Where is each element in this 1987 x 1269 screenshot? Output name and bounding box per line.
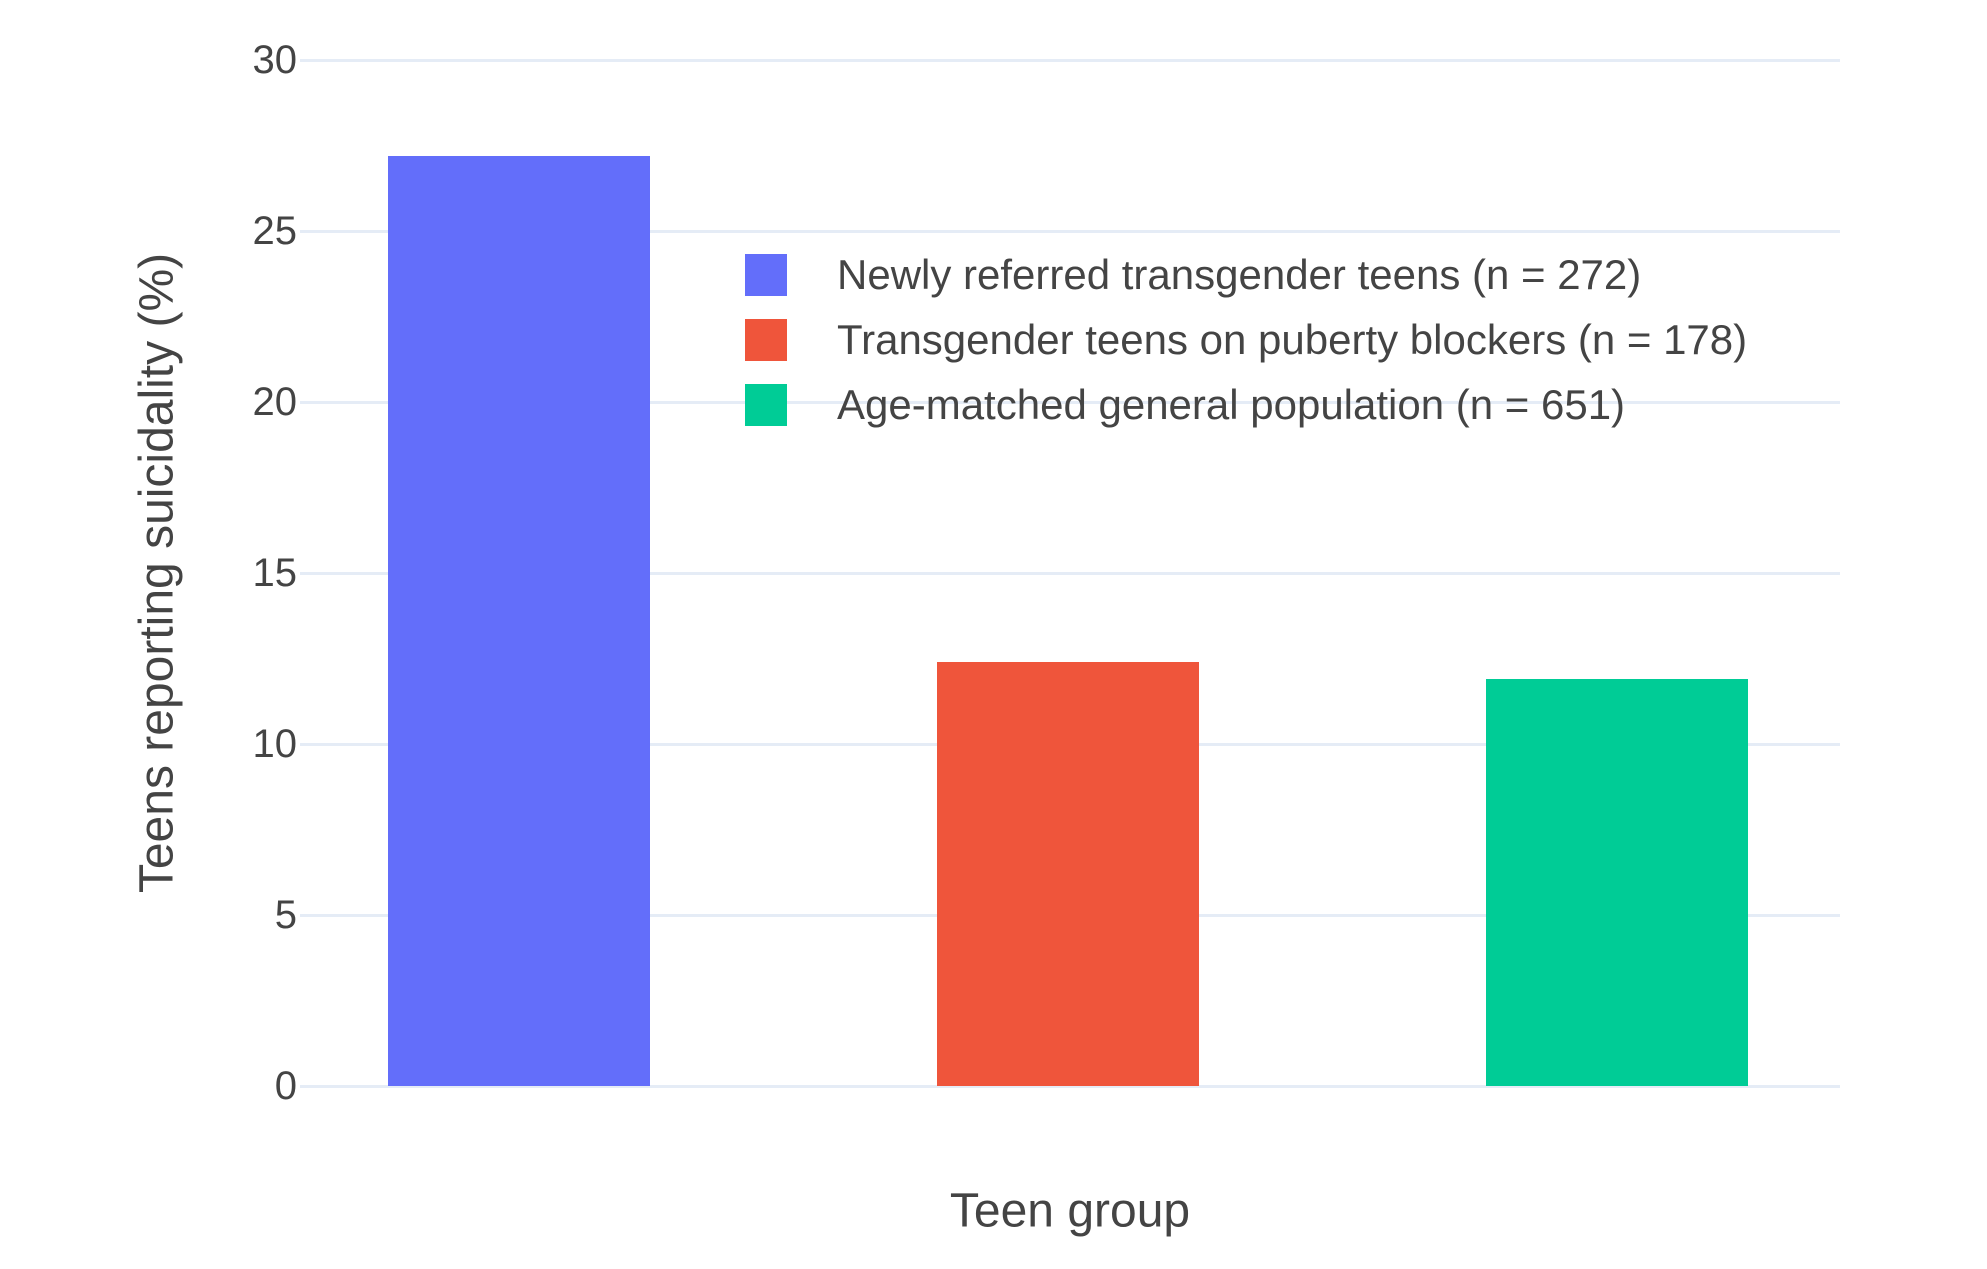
y-gridline [300, 400, 1840, 404]
bar-2 [937, 661, 1199, 1086]
y-gridline [300, 1084, 1840, 1088]
bar-1 [388, 155, 650, 1086]
y-tick-label: 10 [252, 722, 298, 766]
y-tick-label: 5 [274, 893, 297, 937]
legend-swatch-icon [745, 383, 787, 426]
y-axis-title: Teens reporting suicidality (%) [130, 252, 184, 894]
y-tick-label: 0 [274, 1064, 297, 1108]
legend: Newly referred transgender teens (n = 27… [745, 242, 1747, 437]
x-axis-title: Teen group [949, 1184, 1191, 1238]
legend-swatch-icon [745, 253, 787, 296]
legend-item-2[interactable]: Transgender teens on puberty blockers (n… [745, 307, 1747, 372]
y-gridline [300, 58, 1840, 62]
legend-label: Transgender teens on puberty blockers (n… [837, 315, 1748, 363]
y-gridline [300, 571, 1840, 575]
legend-label: Newly referred transgender teens (n = 27… [837, 250, 1642, 298]
y-tick-label: 15 [252, 551, 298, 595]
legend-item-3[interactable]: Age-matched general population (n = 651) [745, 372, 1747, 437]
y-tick-label: 25 [252, 209, 298, 253]
legend-swatch-icon [745, 318, 787, 361]
legend-label: Age-matched general population (n = 651) [837, 380, 1626, 428]
legend-item-1[interactable]: Newly referred transgender teens (n = 27… [745, 242, 1747, 307]
y-tick-label: 20 [252, 380, 298, 424]
y-gridline [300, 229, 1840, 233]
bar-3 [1486, 679, 1748, 1086]
y-tick-label: 30 [252, 38, 298, 82]
